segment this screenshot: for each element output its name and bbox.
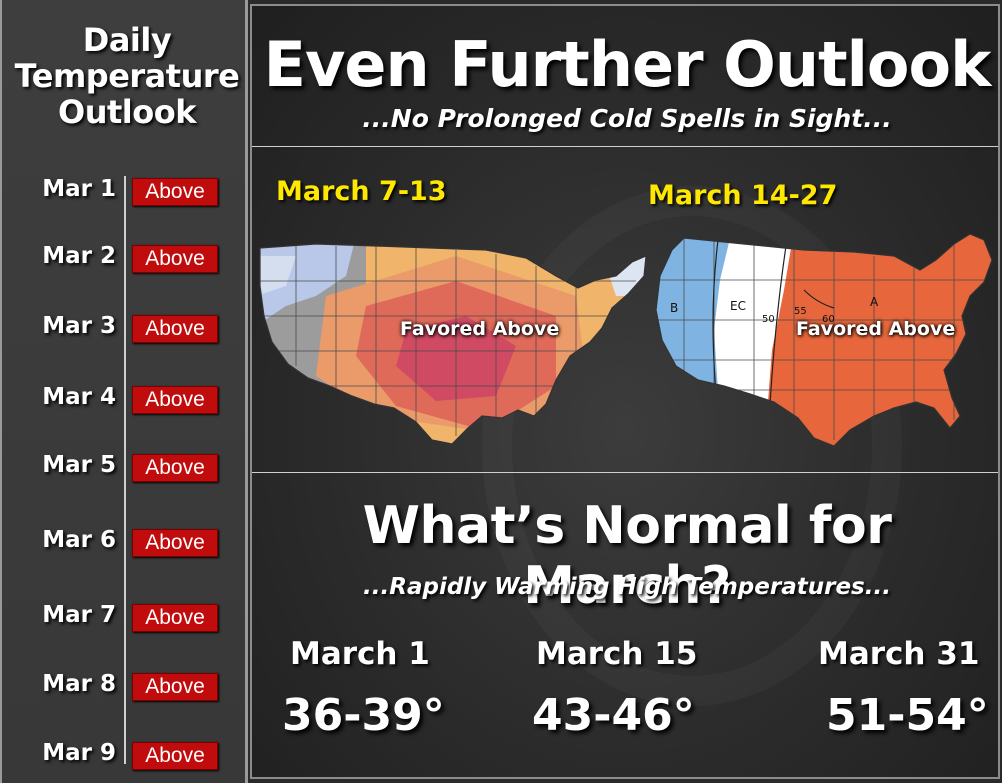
- outlook-subtitle: ...No Prolonged Cold Spells in Sight...: [362, 104, 892, 133]
- contour-label: 55: [794, 306, 807, 317]
- day-row: Mar 1 Above: [2, 176, 250, 206]
- title-line-2: Temperature: [14, 57, 240, 95]
- day-list-divider: [124, 176, 126, 764]
- normal-range: 36-39°: [282, 690, 445, 741]
- outlook-badge: Above: [132, 245, 218, 273]
- day-row: Mar 3 Above: [2, 313, 250, 343]
- day-date: Mar 7: [42, 602, 116, 628]
- day-date: Mar 2: [42, 243, 116, 269]
- normals-title: What’s Normal for March?: [362, 496, 892, 616]
- daily-outlook-title: Daily Temperature Outlook: [2, 22, 252, 130]
- normals-subtitle: ...Rapidly Warming High Temperatures...: [363, 574, 891, 600]
- day-date: Mar 8: [42, 671, 116, 697]
- day-row: Mar 6 Above: [2, 527, 250, 557]
- day-row: Mar 7 Above: [2, 602, 250, 632]
- outlook-badge: Above: [132, 454, 218, 482]
- contour-label: B: [670, 301, 678, 315]
- normal-range: 51-54°: [826, 690, 989, 741]
- map-caption: Favored Above: [400, 318, 560, 340]
- title-line-1: Daily: [82, 21, 172, 59]
- outlook-badge: Above: [132, 178, 218, 206]
- day-date: Mar 1: [42, 176, 116, 202]
- map-period-label: March 7-13: [276, 176, 447, 207]
- day-row: Mar 8 Above: [2, 671, 250, 701]
- day-date: Mar 4: [42, 384, 116, 410]
- normal-date: March 15: [536, 636, 698, 672]
- normal-date: March 31: [818, 636, 980, 672]
- map-caption: Favored Above: [796, 318, 956, 340]
- contour-label: EC: [730, 299, 746, 313]
- outlook-map-week-3-4: [259, 243, 647, 445]
- outlook-title: Even Further Outlook: [263, 28, 992, 101]
- section-divider: [252, 146, 998, 147]
- day-row: Mar 5 Above: [2, 452, 250, 482]
- outlook-badge: Above: [132, 604, 218, 632]
- outlook-badge: Above: [132, 315, 218, 343]
- section-divider: [252, 472, 998, 473]
- outlook-map-3-4-week: B EC 50 55 60 A: [655, 233, 993, 447]
- outlook-badge: Above: [132, 742, 218, 770]
- normal-range: 43-46°: [532, 690, 695, 741]
- outlook-badge: Above: [132, 673, 218, 701]
- contour-label: 50: [762, 314, 775, 325]
- day-date: Mar 9: [42, 740, 116, 766]
- title-line-3: Outlook: [58, 93, 197, 131]
- day-date: Mar 3: [42, 313, 116, 339]
- daily-outlook-panel: Daily Temperature Outlook Mar 1 Above Ma…: [0, 0, 248, 783]
- day-row: Mar 2 Above: [2, 243, 250, 273]
- outlook-main-panel: Even Further Outlook ...No Prolonged Col…: [250, 4, 1000, 779]
- outlook-badge: Above: [132, 386, 218, 414]
- day-date: Mar 6: [42, 527, 116, 553]
- contour-label: 60: [822, 314, 835, 325]
- day-row: Mar 4 Above: [2, 384, 250, 414]
- day-row: Mar 9 Above: [2, 740, 250, 770]
- normal-date: March 1: [290, 636, 430, 672]
- outlook-badge: Above: [132, 529, 218, 557]
- day-date: Mar 5: [42, 452, 116, 478]
- contour-label: A: [870, 295, 879, 309]
- map-period-label: March 14-27: [648, 180, 838, 211]
